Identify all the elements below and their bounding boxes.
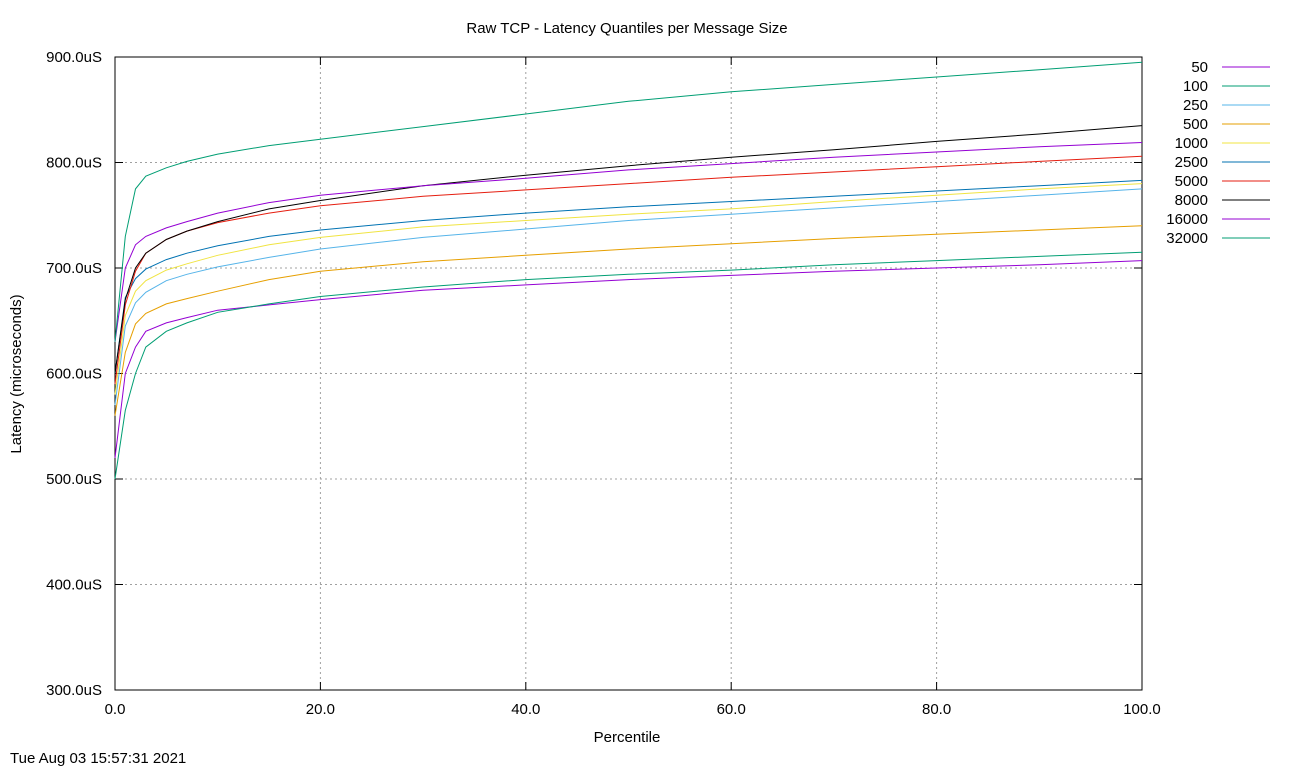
axis-ticks	[114, 56, 1143, 691]
y-tick-label: 600.0uS	[46, 366, 102, 383]
x-tick-label: 20.0	[306, 701, 335, 718]
series-line-250	[114, 188, 1143, 406]
y-tick-label: 300.0uS	[46, 682, 102, 699]
legend-label-2500: 2500	[1175, 154, 1208, 171]
legend-label-1000: 1000	[1175, 135, 1208, 152]
legend-label-500: 500	[1183, 116, 1208, 133]
y-tick-label: 400.0uS	[46, 577, 102, 594]
y-tick-labels: 300.0uS 400.0uS 500.0uS 600.0uS 700.0uS 800.0…	[46, 49, 102, 699]
series-line-32000	[114, 61, 1143, 342]
series-line-8000	[114, 125, 1143, 374]
y-tick-label: 700.0uS	[46, 260, 102, 277]
x-tick-label: 80.0	[922, 701, 951, 718]
x-axis-label: Percentile	[594, 729, 661, 746]
y-tick-label: 500.0uS	[46, 471, 102, 488]
x-tick-label: 40.0	[511, 701, 540, 718]
series-line-1000	[114, 183, 1143, 395]
series-line-50	[114, 260, 1143, 458]
y-tick-label: 800.0uS	[46, 155, 102, 172]
x-tick-labels: 0.0 20.0 40.0 60.0 80.0 100.0	[105, 701, 1161, 718]
series-lines	[114, 61, 1143, 480]
legend-label-32000: 32000	[1166, 230, 1208, 247]
chart-title: Raw TCP - Latency Quantiles per Message …	[466, 20, 787, 37]
y-axis-label: Latency (microseconds)	[8, 294, 25, 453]
x-tick-label: 60.0	[717, 701, 746, 718]
legend-label-8000: 8000	[1175, 192, 1208, 209]
x-tick-label: 0.0	[105, 701, 126, 718]
series-line-5000	[114, 155, 1143, 385]
series-line-2500	[114, 179, 1143, 374]
legend: 50 100 250 500 1000 2500 5000 8000 16000 32000	[1166, 59, 1270, 247]
legend-label-100: 100	[1183, 78, 1208, 95]
series-line-100	[114, 251, 1143, 480]
legend-label-16000: 16000	[1166, 211, 1208, 228]
series-line-16000	[114, 142, 1143, 342]
series-line-500	[114, 225, 1143, 416]
plot-frame	[114, 56, 1143, 691]
legend-label-5000: 5000	[1175, 173, 1208, 190]
legend-label-250: 250	[1183, 97, 1208, 114]
grid-lines	[115, 57, 1142, 690]
y-tick-label: 900.0uS	[46, 49, 102, 66]
x-tick-label: 100.0	[1123, 701, 1161, 718]
legend-label-50: 50	[1191, 59, 1208, 76]
timestamp: Tue Aug 03 15:57:31 2021	[10, 750, 187, 767]
